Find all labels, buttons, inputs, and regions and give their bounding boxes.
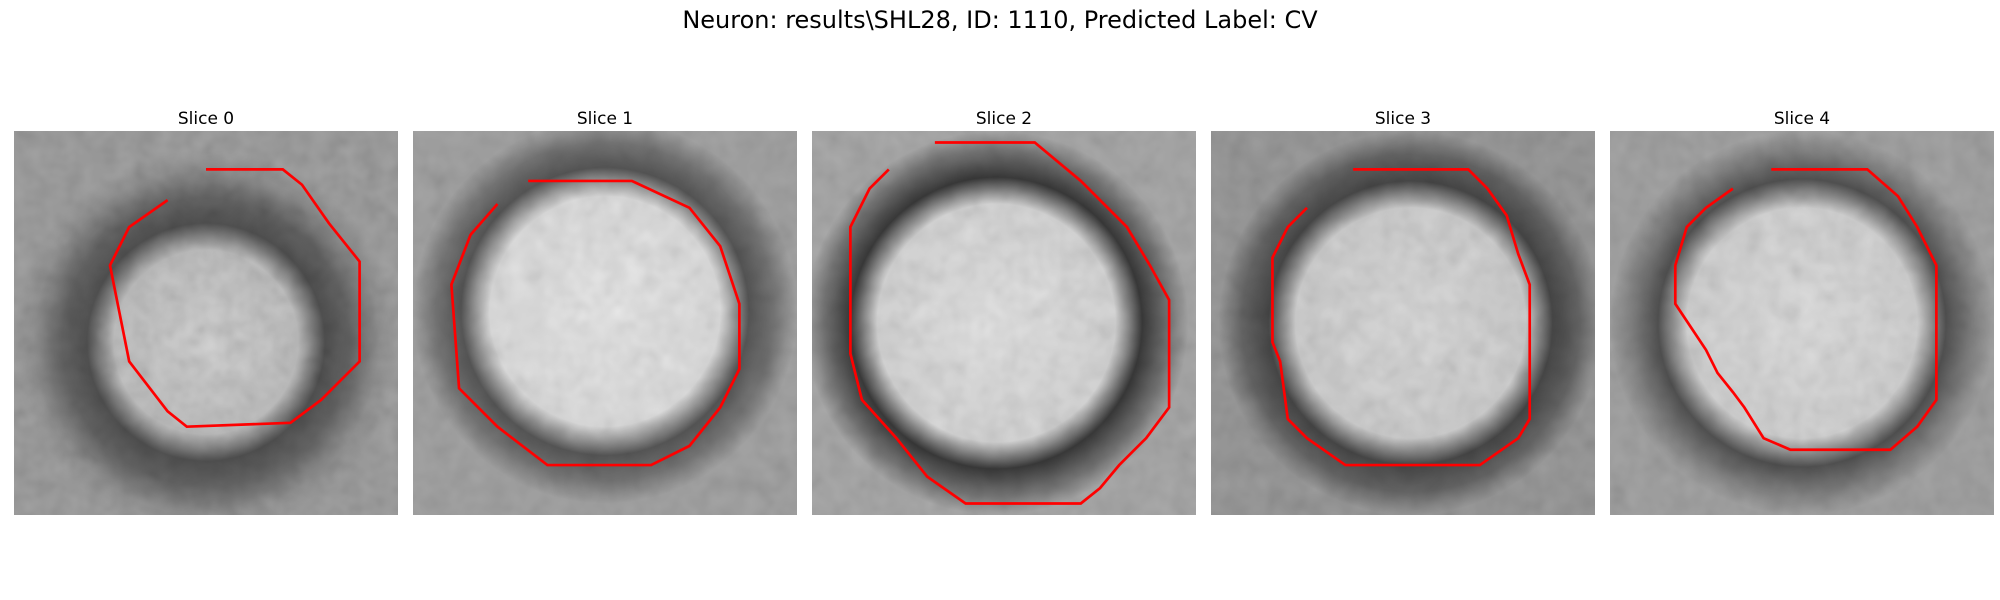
- figure-title: Neuron: results\SHL28, ID: 1110, Predict…: [682, 6, 1318, 34]
- em-image: [413, 131, 797, 515]
- em-image: [1610, 131, 1994, 515]
- slice-title: Slice 2: [975, 109, 1033, 129]
- contour-outline: [1673, 168, 1938, 452]
- slice-title: Slice 3: [1374, 109, 1432, 129]
- em-image: [812, 131, 1196, 515]
- slice-title: Slice 0: [177, 109, 235, 129]
- contour-outline: [450, 179, 741, 467]
- contour-outline: [849, 141, 1171, 505]
- slice-panel-4: Slice 4: [1610, 107, 1994, 515]
- slice-panel-1: Slice 1: [413, 107, 797, 515]
- slice-title: Slice 1: [576, 109, 634, 129]
- em-image: [14, 131, 398, 515]
- slice-title: Slice 4: [1773, 109, 1831, 129]
- em-image: [1211, 131, 1595, 515]
- slice-panel-2: Slice 2: [812, 107, 1196, 515]
- contour-outline: [1271, 168, 1532, 467]
- contour-outline: [108, 168, 361, 429]
- slice-panel-3: Slice 3: [1211, 107, 1595, 515]
- slice-panel-0: Slice 0: [14, 107, 398, 515]
